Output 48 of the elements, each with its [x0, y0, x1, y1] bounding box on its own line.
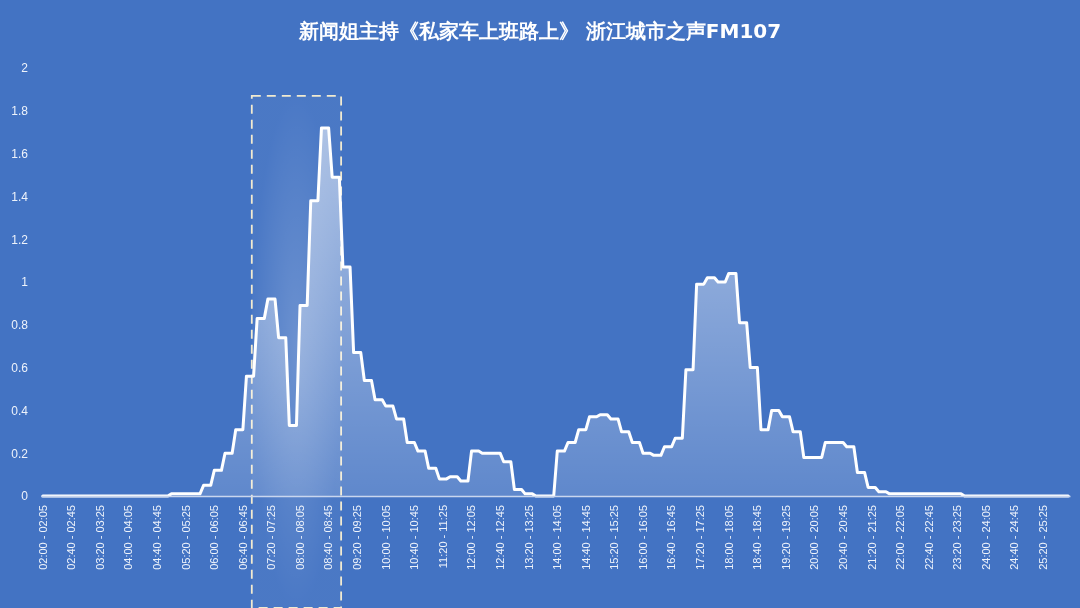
x-tick-label: 23:20 - 23:25: [951, 505, 964, 570]
x-tick-label: 06:00 - 06:05: [208, 505, 221, 570]
y-tick-label: 1.4: [11, 189, 29, 204]
x-tick-label: 13:20 - 13:25: [522, 505, 535, 570]
x-tick-label: 03:20 - 03:25: [93, 505, 106, 570]
x-tick-label: 17:20 - 17:25: [694, 505, 707, 570]
y-tick-label: 0: [21, 489, 29, 504]
x-tick-label: 12:40 - 12:45: [493, 505, 506, 570]
x-tick-label: 18:40 - 18:45: [751, 505, 764, 570]
x-tick-label: 10:40 - 10:45: [408, 505, 421, 570]
x-tick-label: 10:00 - 10:05: [379, 505, 392, 570]
x-tick-label: 06:40 - 06:45: [236, 505, 249, 570]
x-tick-label: 08:40 - 08:45: [322, 505, 335, 570]
x-tick-label: 24:00 - 24:05: [979, 505, 992, 570]
x-tick-label: 04:00 - 04:05: [122, 505, 135, 570]
x-tick-label: 09:20 - 09:25: [351, 505, 364, 570]
y-tick-label: 0.6: [11, 360, 29, 375]
x-tick-label: 07:20 - 07:25: [265, 505, 278, 570]
x-tick-label: 04:40 - 04:45: [150, 505, 163, 570]
x-tick-label: 14:40 - 14:45: [579, 505, 592, 570]
y-tick-label: 1.8: [11, 104, 29, 119]
y-tick-label: 0.4: [11, 403, 29, 418]
x-tick-label: 11:20 - 11:25: [436, 505, 449, 569]
y-tick-label: 1.2: [11, 232, 29, 247]
x-tick-label: 24:40 - 24:45: [1008, 505, 1021, 570]
y-tick-label: 1.6: [11, 146, 29, 161]
x-tick-label: 22:00 - 22:05: [894, 505, 907, 570]
x-tick-label: 19:20 - 19:25: [779, 505, 792, 570]
x-tick-label: 16:00 - 16:05: [636, 505, 649, 570]
x-tick-label: 18:00 - 18:05: [722, 505, 735, 570]
y-tick-label: 2: [21, 61, 29, 76]
x-tick-label: 21:20 - 21:25: [865, 505, 878, 570]
x-tick-label: 22:40 - 22:45: [922, 505, 935, 570]
x-tick-label: 20:00 - 20:05: [808, 505, 821, 570]
y-tick-label: 0.2: [11, 446, 29, 461]
y-tick-label: 0.8: [11, 318, 29, 333]
chart-title: 新闻姐主持《私家车上班路上》 浙江城市之声FM107: [297, 19, 782, 43]
x-tick-label: 25:20 - 25:25: [1037, 505, 1050, 570]
x-tick-label: 05:20 - 05:25: [179, 505, 192, 570]
x-tick-label: 12:00 - 12:05: [465, 505, 478, 570]
y-tick-label: 1: [21, 275, 29, 290]
x-tick-label: 02:40 - 02:45: [65, 505, 78, 570]
x-tick-label: 16:40 - 16:45: [665, 505, 678, 570]
x-tick-label: 15:20 - 15:25: [608, 505, 621, 570]
x-tick-label: 08:00 - 08:05: [293, 505, 306, 570]
x-tick-label: 14:00 - 14:05: [551, 505, 564, 570]
x-tick-label: 02:00 - 02:05: [36, 505, 49, 570]
x-tick-label: 20:40 - 20:45: [836, 505, 849, 570]
